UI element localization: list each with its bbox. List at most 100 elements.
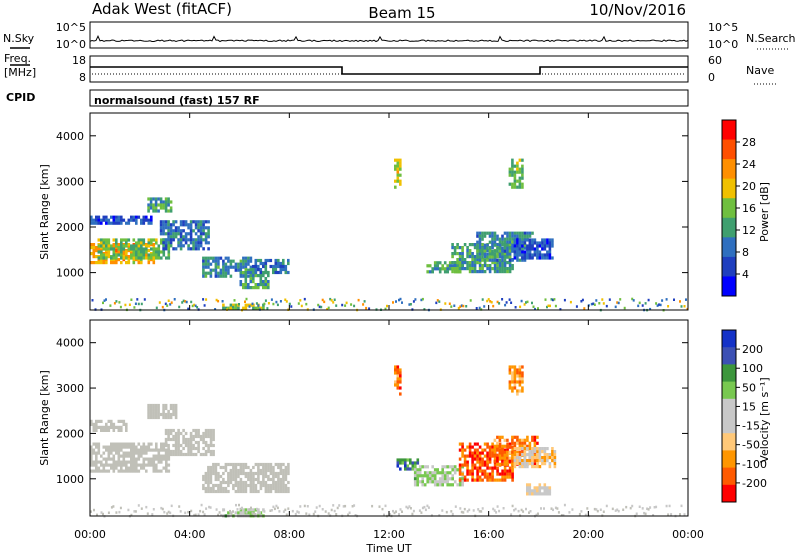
echo-cell (501, 264, 504, 268)
echo-cell (187, 307, 190, 311)
echo-cell (237, 468, 240, 473)
echo-cell (100, 419, 103, 423)
echo-cell (181, 301, 184, 304)
echo-cell (209, 274, 213, 278)
echo-cell (257, 489, 260, 494)
echo-cell (164, 440, 168, 445)
echo-cell (548, 244, 552, 248)
echo-cell (471, 451, 474, 455)
echo-cell (102, 425, 106, 429)
echo-cell (166, 304, 169, 307)
echo-cell (443, 465, 447, 469)
echo-cell (97, 451, 101, 455)
echo-cell (491, 261, 494, 265)
echo-cell (486, 466, 489, 470)
echo-cell (471, 475, 474, 479)
echo-cell (103, 299, 106, 302)
echo-cell (194, 452, 198, 457)
echo-cell (92, 460, 96, 464)
echo-cell (513, 456, 517, 460)
echo-cell (315, 506, 318, 509)
echo-cell (117, 445, 121, 449)
echo-cell (483, 463, 487, 467)
echo-cell (503, 252, 507, 256)
echo-cell (272, 483, 275, 488)
echo-cell (521, 244, 524, 248)
echo-cell (212, 434, 215, 439)
echo-cell (223, 508, 226, 511)
echo-cell (514, 306, 517, 309)
echo-cell (491, 246, 494, 250)
echo-cell (150, 256, 153, 260)
echo-cell (172, 409, 175, 414)
echo-cell (264, 299, 267, 302)
echo-cell (157, 451, 161, 455)
echo-cell (112, 463, 116, 467)
echo-cell (277, 483, 280, 488)
echo-cell (135, 448, 138, 452)
echo-cell (169, 235, 173, 239)
echo-cell (90, 422, 93, 426)
colorbar-swatch (722, 256, 736, 277)
echo-cell (214, 256, 218, 260)
echo-cell (212, 468, 215, 473)
echo-cell (533, 438, 537, 442)
echo-cell (481, 298, 484, 301)
echo-cell (117, 442, 121, 446)
echo-cell (461, 442, 464, 446)
echo-cell (124, 303, 127, 307)
echo-cell (353, 504, 356, 507)
echo-cell (174, 232, 178, 236)
echo-cell (160, 250, 163, 254)
echo-cell (523, 253, 527, 257)
echo-cell (127, 221, 131, 225)
echo-cell (476, 472, 479, 476)
echo-cell (244, 303, 248, 307)
echo-cell (90, 469, 93, 473)
echo-cell (97, 244, 101, 248)
echo-cell (471, 267, 474, 271)
echo-cell (448, 302, 451, 305)
echo-cell (516, 241, 519, 245)
echo-cell (212, 431, 215, 436)
echo-cell (102, 261, 106, 265)
echo-cell (552, 298, 554, 302)
echo-cell (102, 428, 106, 432)
echo-cell (468, 469, 472, 473)
echo-cell (145, 250, 148, 254)
echo-cell (498, 270, 502, 274)
echo-cell (513, 256, 517, 260)
echo-cell (506, 448, 509, 452)
echo-cell (135, 445, 138, 449)
echo-cell (396, 383, 400, 387)
echo-cell (523, 453, 527, 457)
echo-cell (164, 209, 168, 213)
echo-cell (197, 238, 200, 242)
echo-cell (130, 448, 133, 452)
echo-cell (244, 474, 248, 479)
echo-cell (177, 428, 180, 433)
echo-cell (399, 377, 402, 381)
echo-cell (162, 409, 165, 414)
echo-cell (125, 252, 128, 256)
echo-cell (155, 241, 158, 245)
echo-cell (177, 452, 180, 457)
echo-cell (207, 434, 210, 439)
echo-cell (483, 264, 487, 268)
echo-cell (120, 238, 123, 242)
echo-cell (503, 466, 507, 470)
echo-cell (115, 256, 118, 260)
echo-cell (503, 475, 507, 479)
echo-cell (493, 450, 497, 454)
echo-cell (521, 465, 524, 469)
echo-cell (140, 247, 143, 251)
echo-cell (550, 507, 553, 510)
echo-cell (136, 298, 139, 301)
echo-cell (92, 243, 96, 247)
echo-cell (531, 465, 534, 469)
echo-cell (242, 468, 245, 473)
echo-cell (516, 453, 519, 457)
echo-cell (127, 255, 131, 259)
echo-cell (414, 298, 417, 301)
echo-cell (473, 442, 477, 446)
